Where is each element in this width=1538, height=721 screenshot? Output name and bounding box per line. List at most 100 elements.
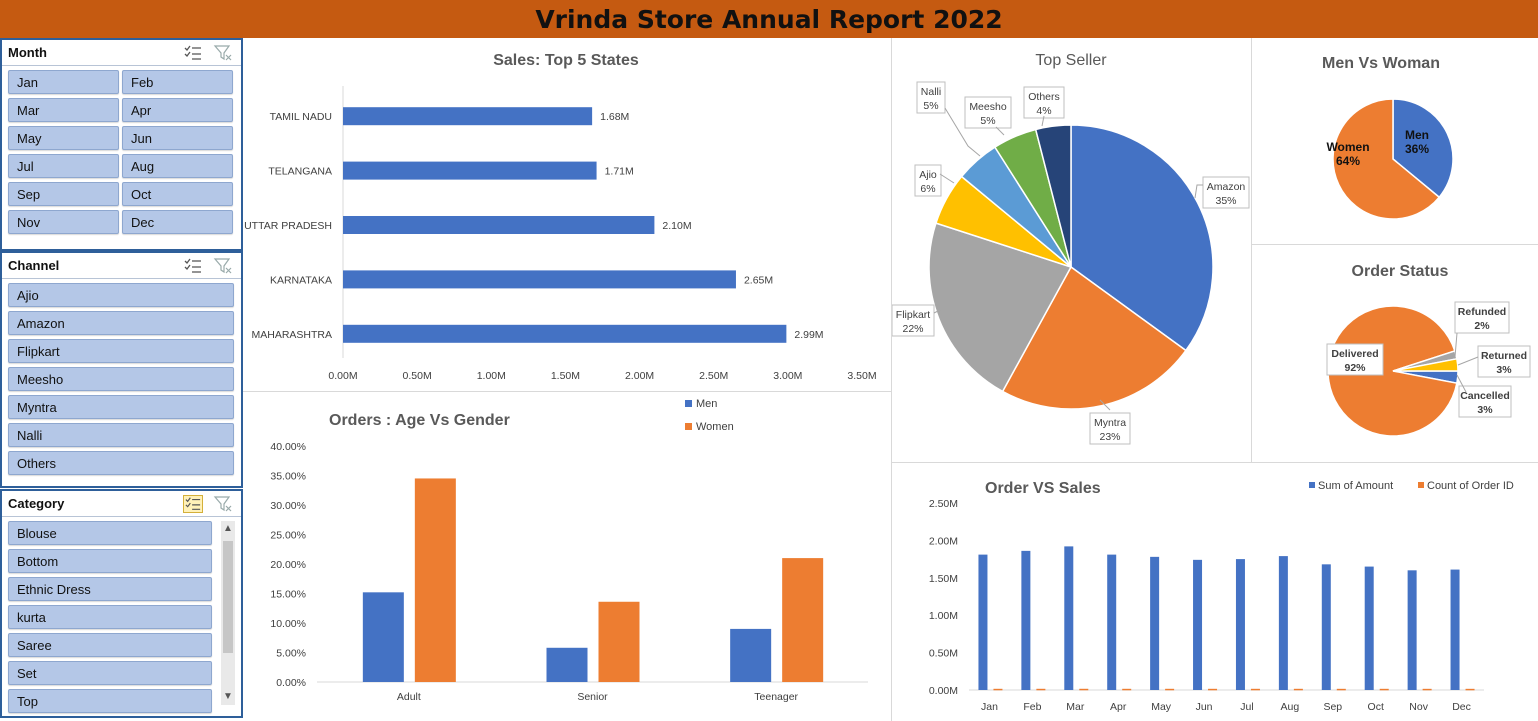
chevron-up-icon[interactable]: ▲ (223, 523, 233, 534)
report-title: Vrinda Store Annual Report 2022 (0, 0, 1538, 38)
slicer-item-channel[interactable]: Flipkart (8, 339, 234, 363)
leader-line (933, 309, 941, 314)
data-label-box (1089, 412, 1131, 445)
slicer-item-category[interactable]: Saree (8, 633, 212, 657)
multi-select-icon[interactable] (183, 495, 203, 513)
data-label-box (1326, 343, 1384, 376)
count-bar (1293, 688, 1303, 691)
category-slicer: Category Blouse Bottom Ethnic Dress kurta Sa… (0, 489, 243, 718)
slicer-item-category[interactable]: Bottom (8, 549, 212, 573)
amount-bar (1193, 559, 1203, 690)
y-tick-label: 2.00M (929, 535, 958, 547)
x-tick-label: 0.00M (328, 370, 357, 382)
x-tick-label: 1.50M (551, 370, 580, 382)
amount-bar (1235, 559, 1245, 690)
legend-swatch-women (685, 423, 692, 430)
slicer-item-month[interactable]: Sep (8, 182, 119, 206)
pie-slice-flipkart (928, 222, 1073, 393)
x-tick-label: Adult (397, 691, 421, 703)
category-scrollbar[interactable]: ▲ ▼ (221, 521, 235, 705)
legend-swatch-count (1418, 482, 1424, 488)
slicer-item-month[interactable]: Jul (8, 154, 119, 178)
slicer-item-month[interactable]: Feb (122, 70, 233, 94)
slice-label: Others (1028, 91, 1060, 103)
pie-slice-women (1332, 98, 1441, 220)
slice-label: Ajio (919, 169, 937, 181)
leader-line (1454, 332, 1458, 358)
leader-line (1456, 374, 1467, 393)
legend-swatch-amount (1309, 482, 1315, 488)
slice-pct: 23% (1099, 431, 1120, 443)
clear-filter-icon[interactable] (213, 257, 233, 275)
y-tick-label: 20.00% (270, 559, 306, 571)
count-bar (1165, 688, 1175, 691)
state-bar (343, 161, 597, 180)
slice-label: Myntra (1094, 417, 1126, 429)
slicer-item-channel[interactable]: Nalli (8, 423, 234, 447)
state-value-label: 2.10M (662, 220, 691, 232)
slice-label: Meesho (969, 101, 1007, 113)
state-bar (343, 324, 787, 343)
category-slicer-title: Category (8, 496, 65, 511)
slicer-item-category[interactable]: Ethnic Dress (8, 577, 212, 601)
count-bar (1465, 688, 1475, 691)
slicer-item-category[interactable]: Top (8, 689, 212, 713)
slicer-item-month[interactable]: Jun (122, 126, 233, 150)
slicer-item-category[interactable]: Set (8, 661, 212, 685)
x-tick-label: 1.00M (477, 370, 506, 382)
amount-bar (1107, 554, 1117, 690)
leader-line (1457, 356, 1479, 366)
data-label-box (1477, 345, 1531, 378)
slice-pct: 35% (1215, 195, 1236, 207)
multi-select-icon[interactable] (183, 44, 203, 62)
month-slicer-header: Month (2, 40, 241, 66)
slice-pct: 36% (1405, 142, 1429, 156)
slicer-item-channel[interactable]: Myntra (8, 395, 234, 419)
chart-title: Order VS Sales (985, 480, 1101, 497)
slice-label: Cancelled (1460, 390, 1510, 402)
top-states-chart: Sales: Top 5 States TAMIL NADU 1.68M TELANG… (244, 38, 890, 390)
pie-slice-returned (1392, 357, 1459, 372)
legend-swatch-men (685, 400, 692, 407)
chart-title: Orders : Age Vs Gender (329, 412, 510, 429)
leader-line (995, 126, 1005, 136)
slicer-item-channel[interactable]: Meesho (8, 367, 234, 391)
slicer-item-channel[interactable]: Others (8, 451, 234, 475)
x-tick-label: 3.00M (773, 370, 802, 382)
slicer-item-channel[interactable]: Ajio (8, 283, 234, 307)
x-tick-label: Apr (1110, 701, 1127, 713)
amount-bar (1278, 556, 1288, 690)
data-label-box (892, 304, 935, 337)
chevron-down-icon[interactable]: ▼ (223, 691, 233, 702)
slicer-item-month[interactable]: Dec (122, 210, 233, 234)
slicer-item-month[interactable]: Aug (122, 154, 233, 178)
y-tick-label: 40.00% (270, 441, 306, 453)
count-bar (1208, 688, 1218, 691)
slicer-item-month[interactable]: Jan (8, 70, 119, 94)
leader-line (1041, 115, 1045, 127)
amount-bar (978, 554, 988, 690)
data-label-box (1454, 301, 1510, 334)
legend-label: Men (696, 398, 717, 410)
slicer-item-month[interactable]: Nov (8, 210, 119, 234)
multi-select-icon[interactable] (183, 257, 203, 275)
slicer-item-month[interactable]: Mar (8, 98, 119, 122)
x-tick-label: Aug (1281, 701, 1300, 713)
y-tick-label: 1.00M (929, 610, 958, 622)
clear-filter-icon[interactable] (213, 44, 233, 62)
y-tick-label: 2.50M (929, 498, 958, 510)
data-label-box (1458, 385, 1512, 418)
slicer-item-month[interactable]: May (8, 126, 119, 150)
slicer-item-month[interactable]: Apr (122, 98, 233, 122)
state-value-label: 1.68M (600, 111, 629, 123)
x-tick-label: Jan (981, 701, 998, 713)
slicer-item-channel[interactable]: Amazon (8, 311, 234, 335)
slicer-item-month[interactable]: Oct (122, 182, 233, 206)
count-bar (1422, 688, 1432, 691)
scrollbar-thumb[interactable] (223, 541, 233, 653)
y-tick-label: 25.00% (270, 530, 306, 542)
slicer-item-category[interactable]: kurta (8, 605, 212, 629)
clear-filter-icon[interactable] (213, 495, 233, 513)
age-gender-chart: Orders : Age Vs Gender Men Women 0.00% 5.00%… (244, 392, 890, 718)
slicer-item-category[interactable]: Blouse (8, 521, 212, 545)
